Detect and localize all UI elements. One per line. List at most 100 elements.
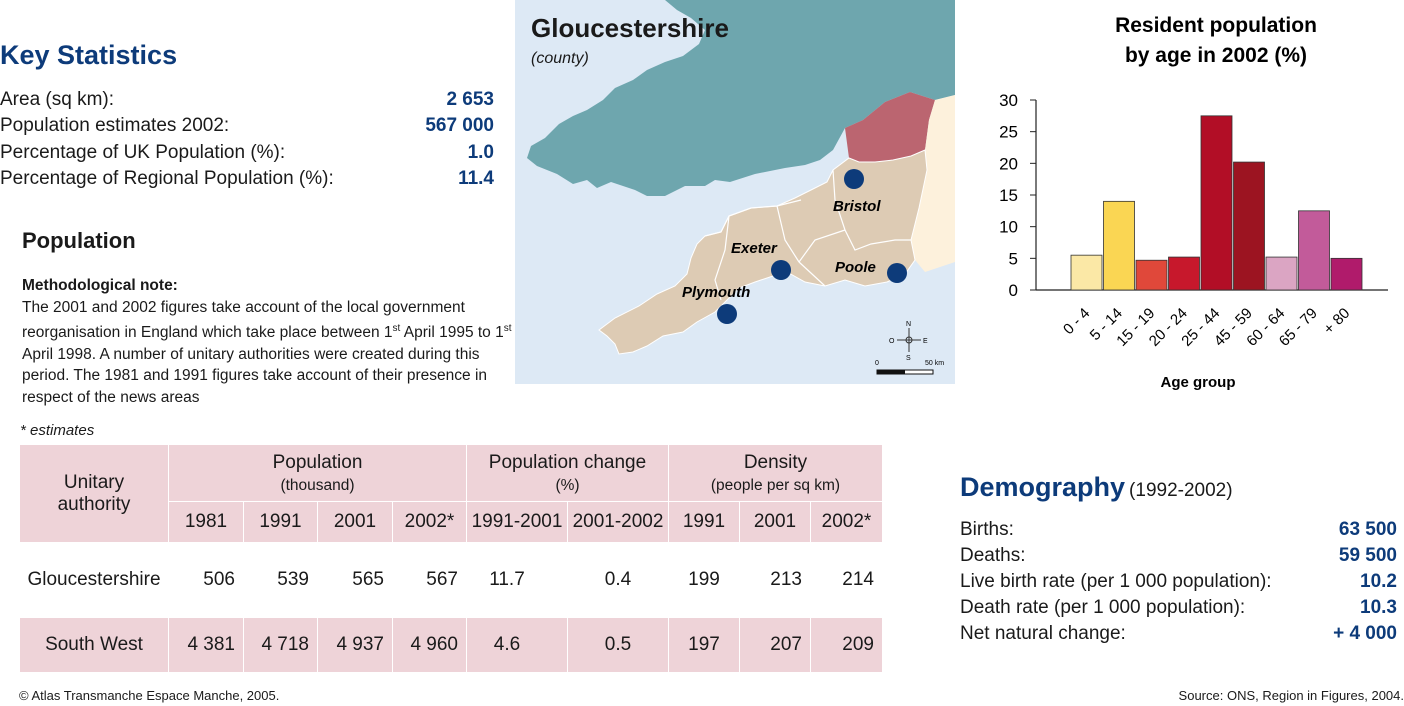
scale-bar: 0 50 km (875, 360, 944, 375)
table-cell: 209 (810, 617, 883, 673)
demography-value: 59 500 (1338, 545, 1397, 566)
estimates-note: * estimates (20, 422, 95, 439)
year-header: 2001 (317, 501, 393, 543)
key-stat-value: 1.0 (467, 142, 494, 163)
map-panel: Bristol Exeter Poole Plymouth Gloucester… (515, 0, 1003, 384)
bar (1135, 259, 1168, 291)
header-population-change: Population change (%) (466, 444, 669, 502)
year-header: 2001 (739, 501, 811, 543)
city-marker-bristol (844, 169, 864, 189)
city-label-poole: Poole (835, 259, 876, 276)
demography-value: 63 500 (1338, 519, 1397, 540)
age-chart: Resident population by age in 2002 (%) 0… (970, 0, 1404, 400)
svg-text:S: S (906, 355, 911, 362)
key-stat-label: Area (sq km): (0, 89, 115, 110)
row-name: South West (19, 617, 169, 673)
y-tick-label: 25 (999, 123, 1018, 142)
note-text: The 2001 and 2002 figures take account o… (22, 298, 512, 406)
bar (1265, 256, 1298, 291)
table-cell: 539 (243, 542, 318, 618)
note-title: Methodological note: (22, 277, 178, 294)
demography-label: Births: (960, 519, 1014, 540)
chart-title: Resident population (1115, 14, 1317, 37)
bar (1200, 115, 1233, 291)
table-row: South West 4 381 4 718 4 937 4 960 4.6 0… (19, 617, 883, 673)
demography-value: + 4 000 (1333, 623, 1397, 644)
city-label-bristol: Bristol (833, 198, 881, 215)
year-header: 1981 (168, 501, 244, 543)
key-stat-value: 11.4 (458, 168, 494, 189)
population-title: Population (22, 228, 136, 253)
table-cell: 567 (392, 542, 467, 618)
compass-icon: N S E O (889, 321, 928, 362)
map-svg: Bristol Exeter Poole Plymouth Gloucester… (515, 0, 1003, 384)
chart-subtitle: by age in 2002 (%) (1125, 44, 1307, 67)
demography-label: Net natural change: (960, 623, 1126, 644)
svg-text:50 km: 50 km (925, 360, 944, 367)
table-cell: 207 (739, 617, 811, 673)
key-stat-label: Percentage of UK Population (%): (0, 142, 286, 163)
x-tick-label: + 80 (1320, 305, 1353, 338)
table-cell: 214 (810, 542, 883, 618)
methodological-note: Methodological note: The 2001 and 2002 f… (22, 275, 512, 408)
bar (1168, 256, 1200, 291)
svg-text:N: N (906, 321, 911, 328)
table-cell: 506 (168, 542, 244, 618)
x-axis-label: Age group (1161, 374, 1236, 391)
year-header: 2001-2002 (567, 501, 669, 543)
y-tick-label: 30 (999, 91, 1018, 110)
bar (1330, 257, 1363, 291)
key-statistics-title: Key Statistics (0, 40, 178, 70)
table-cell: 4 937 (317, 617, 393, 673)
table-cell: 4 718 (243, 617, 318, 673)
year-header: 2002* (810, 501, 883, 543)
y-tick-label: 0 (1009, 281, 1018, 300)
year-header: 2002* (392, 501, 467, 543)
wales-landmass (527, 0, 955, 196)
header-density: Density (people per sq km) (668, 444, 883, 502)
svg-text:E: E (923, 338, 928, 345)
demography-value: 10.2 (1360, 571, 1397, 592)
y-tick-label: 10 (999, 218, 1018, 237)
county-boundaries (704, 169, 911, 301)
demography-label: Deaths: (960, 545, 1026, 566)
key-stat-label: Population estimates 2002: (0, 115, 230, 136)
bar (1070, 254, 1103, 291)
table-row: Gloucestershire 506 539 565 567 11.7 0.4… (19, 542, 883, 618)
header-authority: Unitary authority (19, 444, 169, 543)
y-tick-label: 5 (1009, 249, 1018, 268)
demography-label: Live birth rate (per 1 000 population): (960, 571, 1272, 592)
y-tick-label: 15 (999, 186, 1018, 205)
bar (1103, 200, 1135, 291)
demography-label: Death rate (per 1 000 population): (960, 597, 1246, 618)
table-cell: 4 960 (392, 617, 467, 673)
table-cell: 11.7 (466, 542, 568, 618)
table-cell: 4 381 (168, 617, 244, 673)
year-header: 1991 (668, 501, 740, 543)
key-stat-value: 567 000 (425, 115, 494, 136)
row-name: Gloucestershire (19, 542, 169, 618)
map-subtitle: (county) (531, 50, 589, 67)
city-marker-exeter (771, 260, 791, 280)
bar (1298, 210, 1330, 291)
map-title: Gloucestershire (531, 13, 729, 43)
bar (1233, 161, 1265, 291)
table-cell: 565 (317, 542, 393, 618)
demography-title: Demography (1992-2002) (960, 472, 1233, 503)
copyright-text: © Atlas Transmanche Espace Manche, 2005. (19, 688, 280, 703)
population-table: Unitary authority Population (thousand) Po… (19, 444, 883, 673)
city-label-plymouth: Plymouth (682, 284, 750, 301)
svg-text:O: O (889, 338, 895, 345)
city-marker-plymouth (717, 304, 737, 324)
year-header: 1991-2001 (466, 501, 568, 543)
y-tick-label: 20 (999, 154, 1018, 173)
table-cell: 4.6 (466, 617, 568, 673)
demography-heading: Demography (960, 472, 1126, 502)
table-cell: 199 (668, 542, 740, 618)
age-chart-svg: Resident population by age in 2002 (%) 0… (999, 14, 1388, 391)
gloucestershire-highlight (845, 92, 935, 162)
table-cell: 0.5 (567, 617, 669, 673)
source-text: Source: ONS, Region in Figures, 2004. (1178, 688, 1404, 703)
header-population: Population (thousand) (168, 444, 467, 502)
